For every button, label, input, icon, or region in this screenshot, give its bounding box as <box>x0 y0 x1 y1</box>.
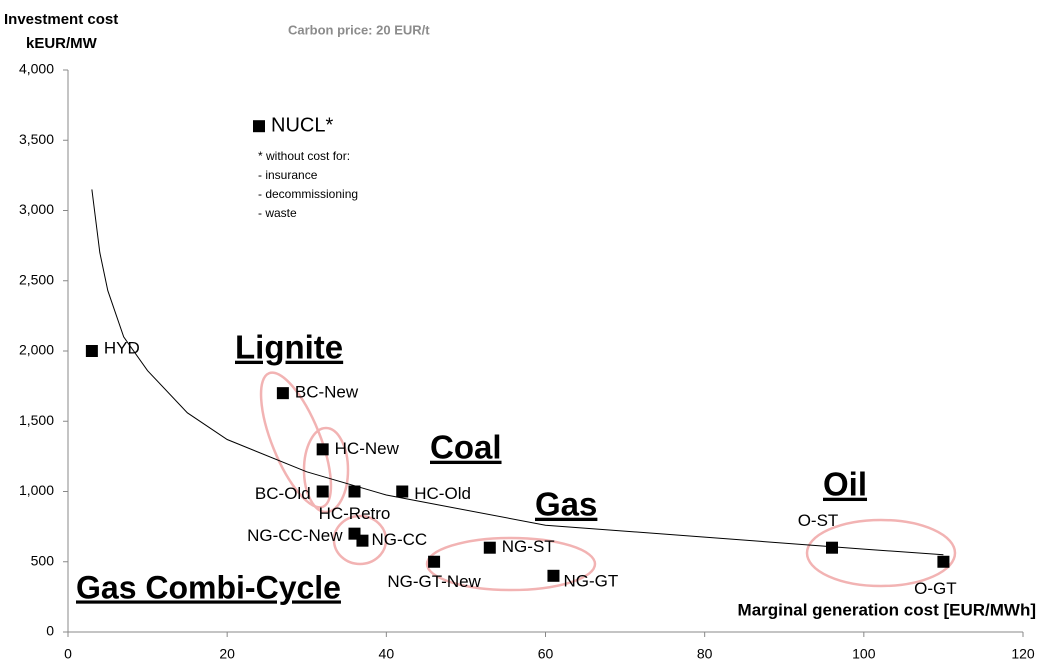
cluster-outline <box>302 426 350 514</box>
point-label: O-GT <box>914 579 957 598</box>
point-label: O-ST <box>798 511 839 530</box>
cluster-outlines <box>259 371 957 592</box>
point-label: HC-New <box>335 439 400 458</box>
y-axis-label: Investment cost <box>4 11 118 28</box>
data-point <box>826 541 838 554</box>
note: - waste <box>258 206 297 220</box>
y-tick-label: 3,000 <box>19 201 54 217</box>
point-label: NG-GT <box>563 571 618 590</box>
y-tick-label: 4,000 <box>19 61 54 77</box>
point-label: NUCL* <box>271 114 333 136</box>
data-point <box>316 485 329 498</box>
point-label: HC-Old <box>414 484 471 503</box>
x-axis-label: Marginal generation cost [EUR/MWh] <box>738 600 1036 619</box>
y-axis-label: kEUR/MW <box>26 35 98 52</box>
group-label: Gas Combi-Cycle <box>76 569 341 605</box>
point-label: HC-Retro <box>319 504 391 523</box>
point-label: NG-GT-New <box>387 572 481 591</box>
cluster-outline <box>425 536 597 592</box>
point-label: NG-CC <box>371 530 427 549</box>
data-point <box>276 387 289 400</box>
group-label: Oil <box>823 466 867 503</box>
point-label: NG-ST <box>502 537 555 556</box>
subtitle: Carbon price: 20 EUR/t <box>288 22 430 37</box>
data-point <box>348 485 361 498</box>
note: * without cost for: <box>258 149 350 163</box>
point-label: NG-CC-New <box>247 526 343 545</box>
note: - decommissioning <box>258 187 358 201</box>
point-label: BC-Old <box>255 484 311 503</box>
x-tick-label: 0 <box>64 646 72 662</box>
point-label: BC-New <box>295 383 359 402</box>
y-tick-label: 2,500 <box>19 271 54 287</box>
data-point <box>396 485 409 498</box>
group-label: Gas <box>535 486 597 523</box>
x-tick-label: 80 <box>697 646 713 662</box>
cluster-outline <box>805 518 957 588</box>
x-tick-label: 100 <box>852 646 876 662</box>
note: - insurance <box>258 168 318 182</box>
x-tick-label: 40 <box>379 646 395 662</box>
x-tick-label: 120 <box>1011 646 1035 662</box>
x-tick-label: 60 <box>538 646 554 662</box>
group-label: Coal <box>430 429 502 466</box>
data-point <box>547 569 560 582</box>
data-point <box>483 541 496 554</box>
group-label: Lignite <box>235 329 343 366</box>
y-tick-label: 1,000 <box>19 482 54 498</box>
data-point <box>253 120 265 133</box>
data-point <box>356 534 369 547</box>
data-point <box>937 555 950 568</box>
y-tick-label: 1,500 <box>19 412 54 428</box>
x-tick-label: 20 <box>219 646 235 662</box>
cluster-outline <box>332 514 388 566</box>
y-tick-label: 2,000 <box>19 342 54 358</box>
y-tick-label: 3,500 <box>19 131 54 147</box>
trend-curve <box>91 189 944 556</box>
point-label: HYD <box>104 338 140 357</box>
y-tick-label: 0 <box>46 623 54 639</box>
y-tick-label: 500 <box>31 552 55 568</box>
data-point <box>316 443 329 456</box>
data-point <box>85 345 98 357</box>
data-point <box>428 555 441 568</box>
